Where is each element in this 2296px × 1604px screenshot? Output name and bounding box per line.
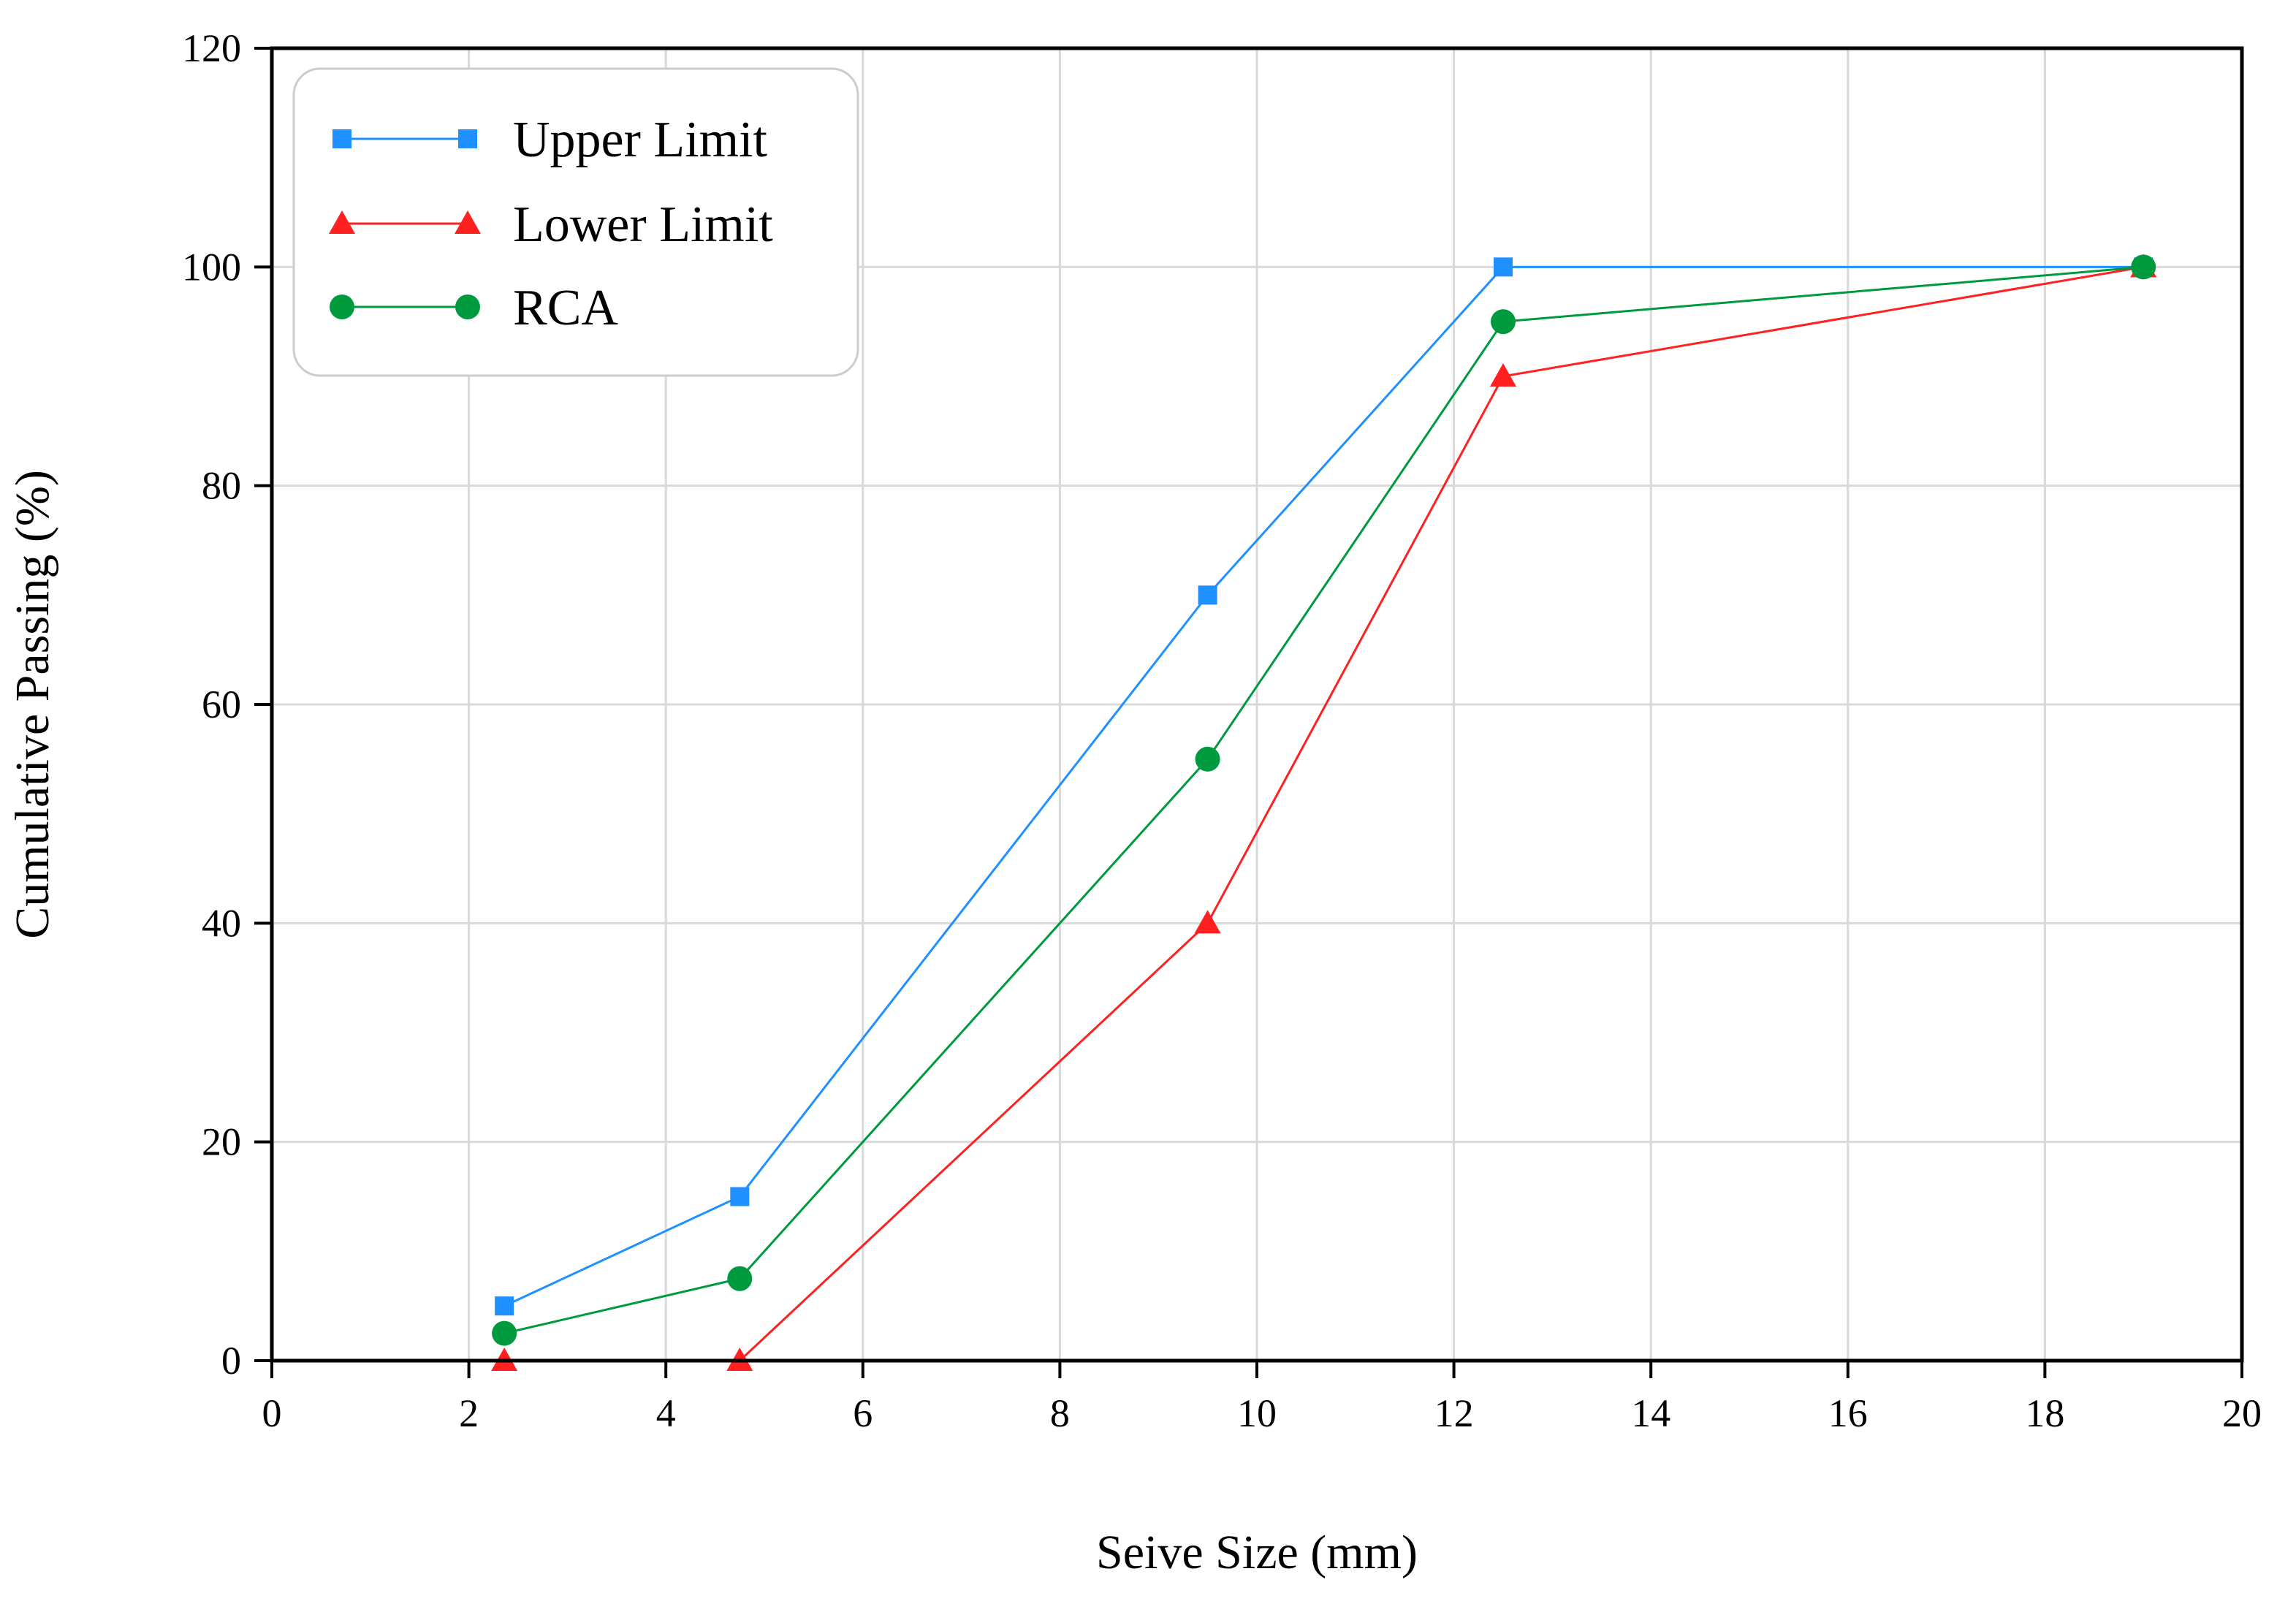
rca-line [503, 265, 2144, 1335]
x-tick-label: 6 [853, 1391, 873, 1435]
lower-limit-point [1490, 363, 1516, 387]
legend-marker-rca [330, 294, 354, 319]
legend-label-lower-limit: Lower Limit [513, 197, 773, 253]
x-tick-label: 20 [2222, 1391, 2262, 1435]
legend-label-upper-limit: Upper Limit [513, 112, 768, 168]
lower-limit-point [1194, 910, 1221, 934]
axis-ticks: 0 2 4 6 8 10 12 14 16 18 20 0 20 40 60 80 100 120 [182, 26, 2262, 1435]
legend-label-rca: RCA [513, 280, 618, 336]
y-tick-label: 0 [221, 1339, 241, 1383]
series-upper-limit [495, 257, 2154, 1316]
rca-point [2131, 254, 2156, 280]
y-axis-title: Cumulative Passing (%) [6, 470, 59, 939]
y-tick-label: 120 [182, 26, 241, 70]
x-tick-label: 10 [1237, 1391, 1277, 1435]
rca-point [1195, 746, 1220, 772]
rca-point [492, 1320, 517, 1346]
y-tick-label: 80 [202, 464, 241, 508]
x-tick-label: 14 [1631, 1391, 1670, 1435]
legend: Upper Limit Lower Limit RCA [292, 67, 859, 377]
rca-point [727, 1266, 753, 1291]
x-tick-label: 4 [656, 1391, 676, 1435]
upper-limit-point [1198, 585, 1217, 605]
y-tick-label: 20 [202, 1120, 241, 1164]
legend-item-upper-limit: Upper Limit [332, 112, 768, 168]
legend-box [292, 67, 859, 377]
legend-marker-rca [455, 294, 480, 319]
legend-item-rca: RCA [330, 280, 618, 336]
series-group [491, 254, 2157, 1371]
x-tick-label: 2 [459, 1391, 479, 1435]
legend-items: Upper Limit Lower Limit RCA [329, 112, 773, 336]
y-tick-label: 60 [202, 683, 241, 726]
upper-limit-point [730, 1187, 750, 1206]
y-tick-label: 40 [202, 901, 241, 945]
upper-limit-point [495, 1296, 514, 1316]
x-tick-label: 12 [1434, 1391, 1474, 1435]
x-tick-label: 16 [1828, 1391, 1868, 1435]
lower-limit-line [504, 265, 2144, 1362]
x-axis-title: Seive Size (mm) [1096, 1526, 1418, 1579]
rca-point [1491, 309, 1516, 335]
legend-marker-lower-limit [455, 210, 481, 234]
series-rca [492, 254, 2156, 1346]
legend-marker-upper-limit [458, 129, 477, 148]
y-tick-label: 100 [182, 245, 241, 289]
upper-limit-point [1494, 257, 1513, 277]
x-tick-label: 8 [1050, 1391, 1070, 1435]
legend-item-lower-limit: Lower Limit [329, 197, 773, 253]
upper-limit-line [503, 265, 2144, 1307]
x-tick-label: 18 [2025, 1391, 2064, 1435]
legend-marker-lower-limit [329, 210, 355, 234]
legend-marker-upper-limit [332, 129, 351, 148]
x-tick-label: 0 [262, 1391, 282, 1435]
